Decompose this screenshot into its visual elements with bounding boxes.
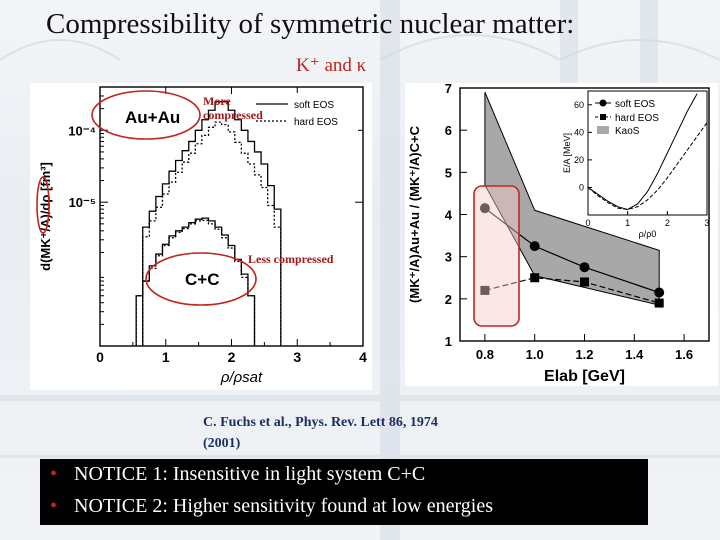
right-x-tick-label: 1.6: [675, 347, 693, 362]
right-legend-soft-marker: [599, 99, 607, 107]
inset-x-tick-label: 2: [665, 218, 670, 228]
notice-1: • NOTICE 1: Insensitive in light system C…: [50, 463, 425, 486]
left-y-axis-label: d(MK⁺/A)/dρ [fm³]: [38, 162, 53, 271]
right-hard-point: [480, 285, 490, 295]
inset-chart: 0 1 2 3 0 20 40 60 E/A [MeV] ρ/ρ0 soft EOS hard EOS…: [562, 90, 710, 239]
notice-bullet: •: [50, 463, 58, 485]
right-soft-point: [654, 287, 665, 298]
right-chart-series: [479, 203, 665, 308]
citation: C. Fuchs et al., Phys. Rev. Lett 86, 197…: [203, 412, 523, 454]
left-x-tick-label: 1: [162, 349, 170, 365]
left-chart-legend: soft EOS hard EOS Au+Au C+C: [125, 93, 358, 289]
right-legend-hard-marker: [600, 114, 606, 120]
left-legend-soft-label: soft EOS: [294, 100, 334, 111]
right-chart-panel: 0.8 1.0 1.2 1.4 1.6 1 2 3 4 5 6 7 (MK⁺/A)Au+Au / (MK…: [405, 81, 718, 386]
slide-title: Compressibility of symmetric nuclear mat…: [46, 8, 575, 40]
right-x-tick-label: 0.8: [476, 347, 494, 362]
right-y-tick-label: 6: [445, 123, 452, 138]
right-hard-line: [484, 277, 660, 304]
left-x-tick-label: 0: [96, 349, 104, 365]
right-chart: 0.8 1.0 1.2 1.4 1.6 1 2 3 4 5 6 7 (MK⁺/A)Au+Au / (MK…: [407, 81, 710, 385]
notice-box: • NOTICE 1: Insensitive in light system C…: [40, 459, 648, 525]
right-y-axis-label: (MK⁺/A)Au+Au / (MK⁺/A)C+C: [407, 125, 422, 303]
right-y-tick-label: 4: [445, 208, 453, 223]
right-chart-axes: 0.8 1.0 1.2 1.4 1.6 1 2 3 4 5 6 7 (MK⁺/A)Au+Au / (MK…: [407, 81, 710, 385]
citation-line2: (2001): [203, 436, 241, 451]
inset-y-tick-label: 60: [574, 100, 584, 110]
right-x-tick-label: 1.4: [625, 347, 644, 362]
left-chart-axes: 0 1 2 3 4 10⁻⁴ 10⁻⁵ d(MK⁺/A)/dρ [fm³] ρ/ρsat: [38, 86, 367, 386]
left-legend-hard-label: hard EOS: [294, 117, 338, 128]
right-soft-point: [579, 262, 590, 273]
right-y-tick-label: 1: [445, 334, 452, 349]
inset-hard-curve: [587, 93, 698, 211]
inset-y-axis-label: E/A [MeV]: [562, 133, 572, 173]
notice-bullet: •: [50, 495, 58, 517]
left-x-tick-label: 3: [293, 349, 301, 365]
right-y-tick-label: 2: [445, 292, 452, 307]
right-x-tick-label: 1.0: [526, 347, 544, 362]
annotation-more-compressed: More compressed: [203, 94, 263, 122]
left-chart-panel: 0 1 2 3 4 10⁻⁴ 10⁻⁵ d(MK⁺/A)/dρ [fm³] ρ/ρsat sof…: [30, 83, 372, 390]
left-y-tick-label: 10⁻⁵: [69, 195, 96, 210]
slide-subtitle: K⁺ and κ: [296, 55, 367, 76]
right-soft-line: [484, 207, 660, 294]
right-x-tick-label: 1.2: [575, 347, 593, 362]
right-legend-soft-label: soft EOS: [615, 99, 655, 110]
label-cc: C+C: [185, 270, 219, 289]
left-series-0-line: [142, 101, 282, 346]
right-hard-point: [654, 298, 664, 308]
annotation-less-compressed: Less compressed: [248, 252, 334, 266]
left-legend-box: [252, 93, 358, 131]
right-x-axis-label: Elab [GeV]: [544, 368, 625, 385]
left-x-tick-label: 4: [359, 349, 367, 365]
highlight-ellipse-cc: [145, 252, 257, 306]
right-y-tick-label: 7: [445, 83, 452, 96]
inset-x-tick-label: 0: [585, 218, 590, 228]
annotation-more-line2: compressed: [203, 108, 263, 122]
left-chart: 0 1 2 3 4 10⁻⁴ 10⁻⁵ d(MK⁺/A)/dρ [fm³] ρ/ρsat sof…: [38, 86, 367, 386]
right-legend-hard-label: hard EOS: [615, 113, 659, 124]
inset-y-tick-label: 0: [579, 182, 584, 192]
right-y-tick-label: 3: [445, 250, 452, 265]
highlight-ellipse-ylabel: [36, 176, 50, 234]
inset-x-tick-label: 1: [625, 218, 630, 228]
inset-soft-curve: [587, 122, 708, 210]
inset-x-axis-label: ρ/ρ0: [639, 229, 657, 239]
right-soft-point: [479, 203, 490, 214]
right-y-tick-label: 5: [445, 165, 452, 180]
inset-x-tick-label: 3: [704, 218, 709, 228]
notice-2-text: NOTICE 2: Higher sensitivity found at lo…: [74, 495, 494, 517]
left-x-tick-label: 2: [228, 349, 236, 365]
right-legend-kaos-label: KaoS: [615, 126, 640, 137]
left-x-axis-label: ρ/ρsat: [220, 369, 263, 386]
right-soft-point: [529, 241, 540, 252]
left-series-1-line: [142, 121, 282, 346]
right-hard-point: [530, 273, 540, 283]
inset-y-tick-label: 20: [574, 155, 584, 165]
highlight-box-low-energy: [473, 185, 520, 327]
citation-line1: C. Fuchs et al., Phys. Rev. Lett 86, 197…: [203, 415, 438, 430]
notice-2: • NOTICE 2: Higher sensitivity found at l…: [50, 495, 493, 518]
right-legend-kaos-swatch: [597, 126, 609, 134]
right-hard-point: [580, 277, 589, 287]
highlight-ellipse-auau: [91, 90, 201, 140]
left-y-tick-label: 10⁻⁴: [68, 123, 96, 138]
annotation-more-line1: More: [203, 94, 231, 108]
notice-1-text: NOTICE 1: Insensitive in light system C+…: [74, 463, 426, 485]
inset-y-tick-label: 40: [574, 127, 584, 137]
label-auau: Au+Au: [125, 108, 180, 127]
